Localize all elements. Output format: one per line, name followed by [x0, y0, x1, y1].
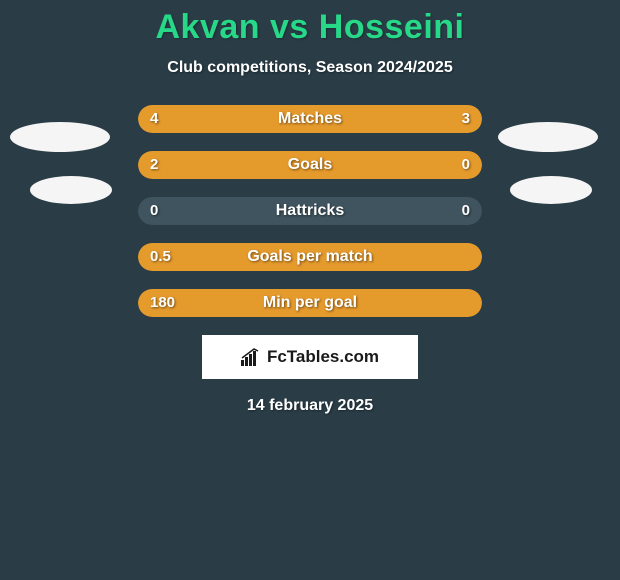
stat-value-right: 3 — [462, 105, 470, 133]
comparison-card: Akvan vs Hosseini Club competitions, Sea… — [0, 0, 620, 580]
brand-text: FcTables.com — [267, 347, 379, 367]
stat-value-left: 0 — [150, 197, 158, 225]
stat-row: Goals2 0 — [138, 151, 482, 179]
stat-value-left: 2 — [150, 151, 158, 179]
stat-row: Hattricks0 0 — [138, 197, 482, 225]
stat-value-right: 0 — [462, 197, 470, 225]
stat-row: Matches4 3 — [138, 105, 482, 133]
stat-label: Hattricks — [138, 197, 482, 225]
decorative-ellipse — [498, 122, 598, 152]
subtitle: Club competitions, Season 2024/2025 — [0, 59, 620, 77]
stat-label: Min per goal — [138, 289, 482, 317]
decorative-ellipse — [510, 176, 592, 204]
stat-value-left: 4 — [150, 105, 158, 133]
decorative-ellipse — [10, 122, 110, 152]
decorative-ellipse — [30, 176, 112, 204]
stat-label: Goals — [138, 151, 482, 179]
stat-value-right: 0 — [462, 151, 470, 179]
player1-name: Akvan — [156, 8, 261, 46]
stat-row: Goals per match0.5 — [138, 243, 482, 271]
stat-value-left: 180 — [150, 289, 175, 317]
vs-separator: vs — [260, 8, 319, 46]
stats-bars: Matches43Goals20Hattricks00Goals per mat… — [138, 105, 482, 317]
page-title: Akvan vs Hosseini — [0, 0, 620, 47]
chart-icon — [241, 348, 263, 366]
brand-badge[interactable]: FcTables.com — [202, 335, 418, 379]
player2-name: Hosseini — [319, 8, 465, 46]
stat-label: Matches — [138, 105, 482, 133]
date-text: 14 february 2025 — [0, 397, 620, 415]
stat-label: Goals per match — [138, 243, 482, 271]
stat-row: Min per goal180 — [138, 289, 482, 317]
stat-value-left: 0.5 — [150, 243, 171, 271]
